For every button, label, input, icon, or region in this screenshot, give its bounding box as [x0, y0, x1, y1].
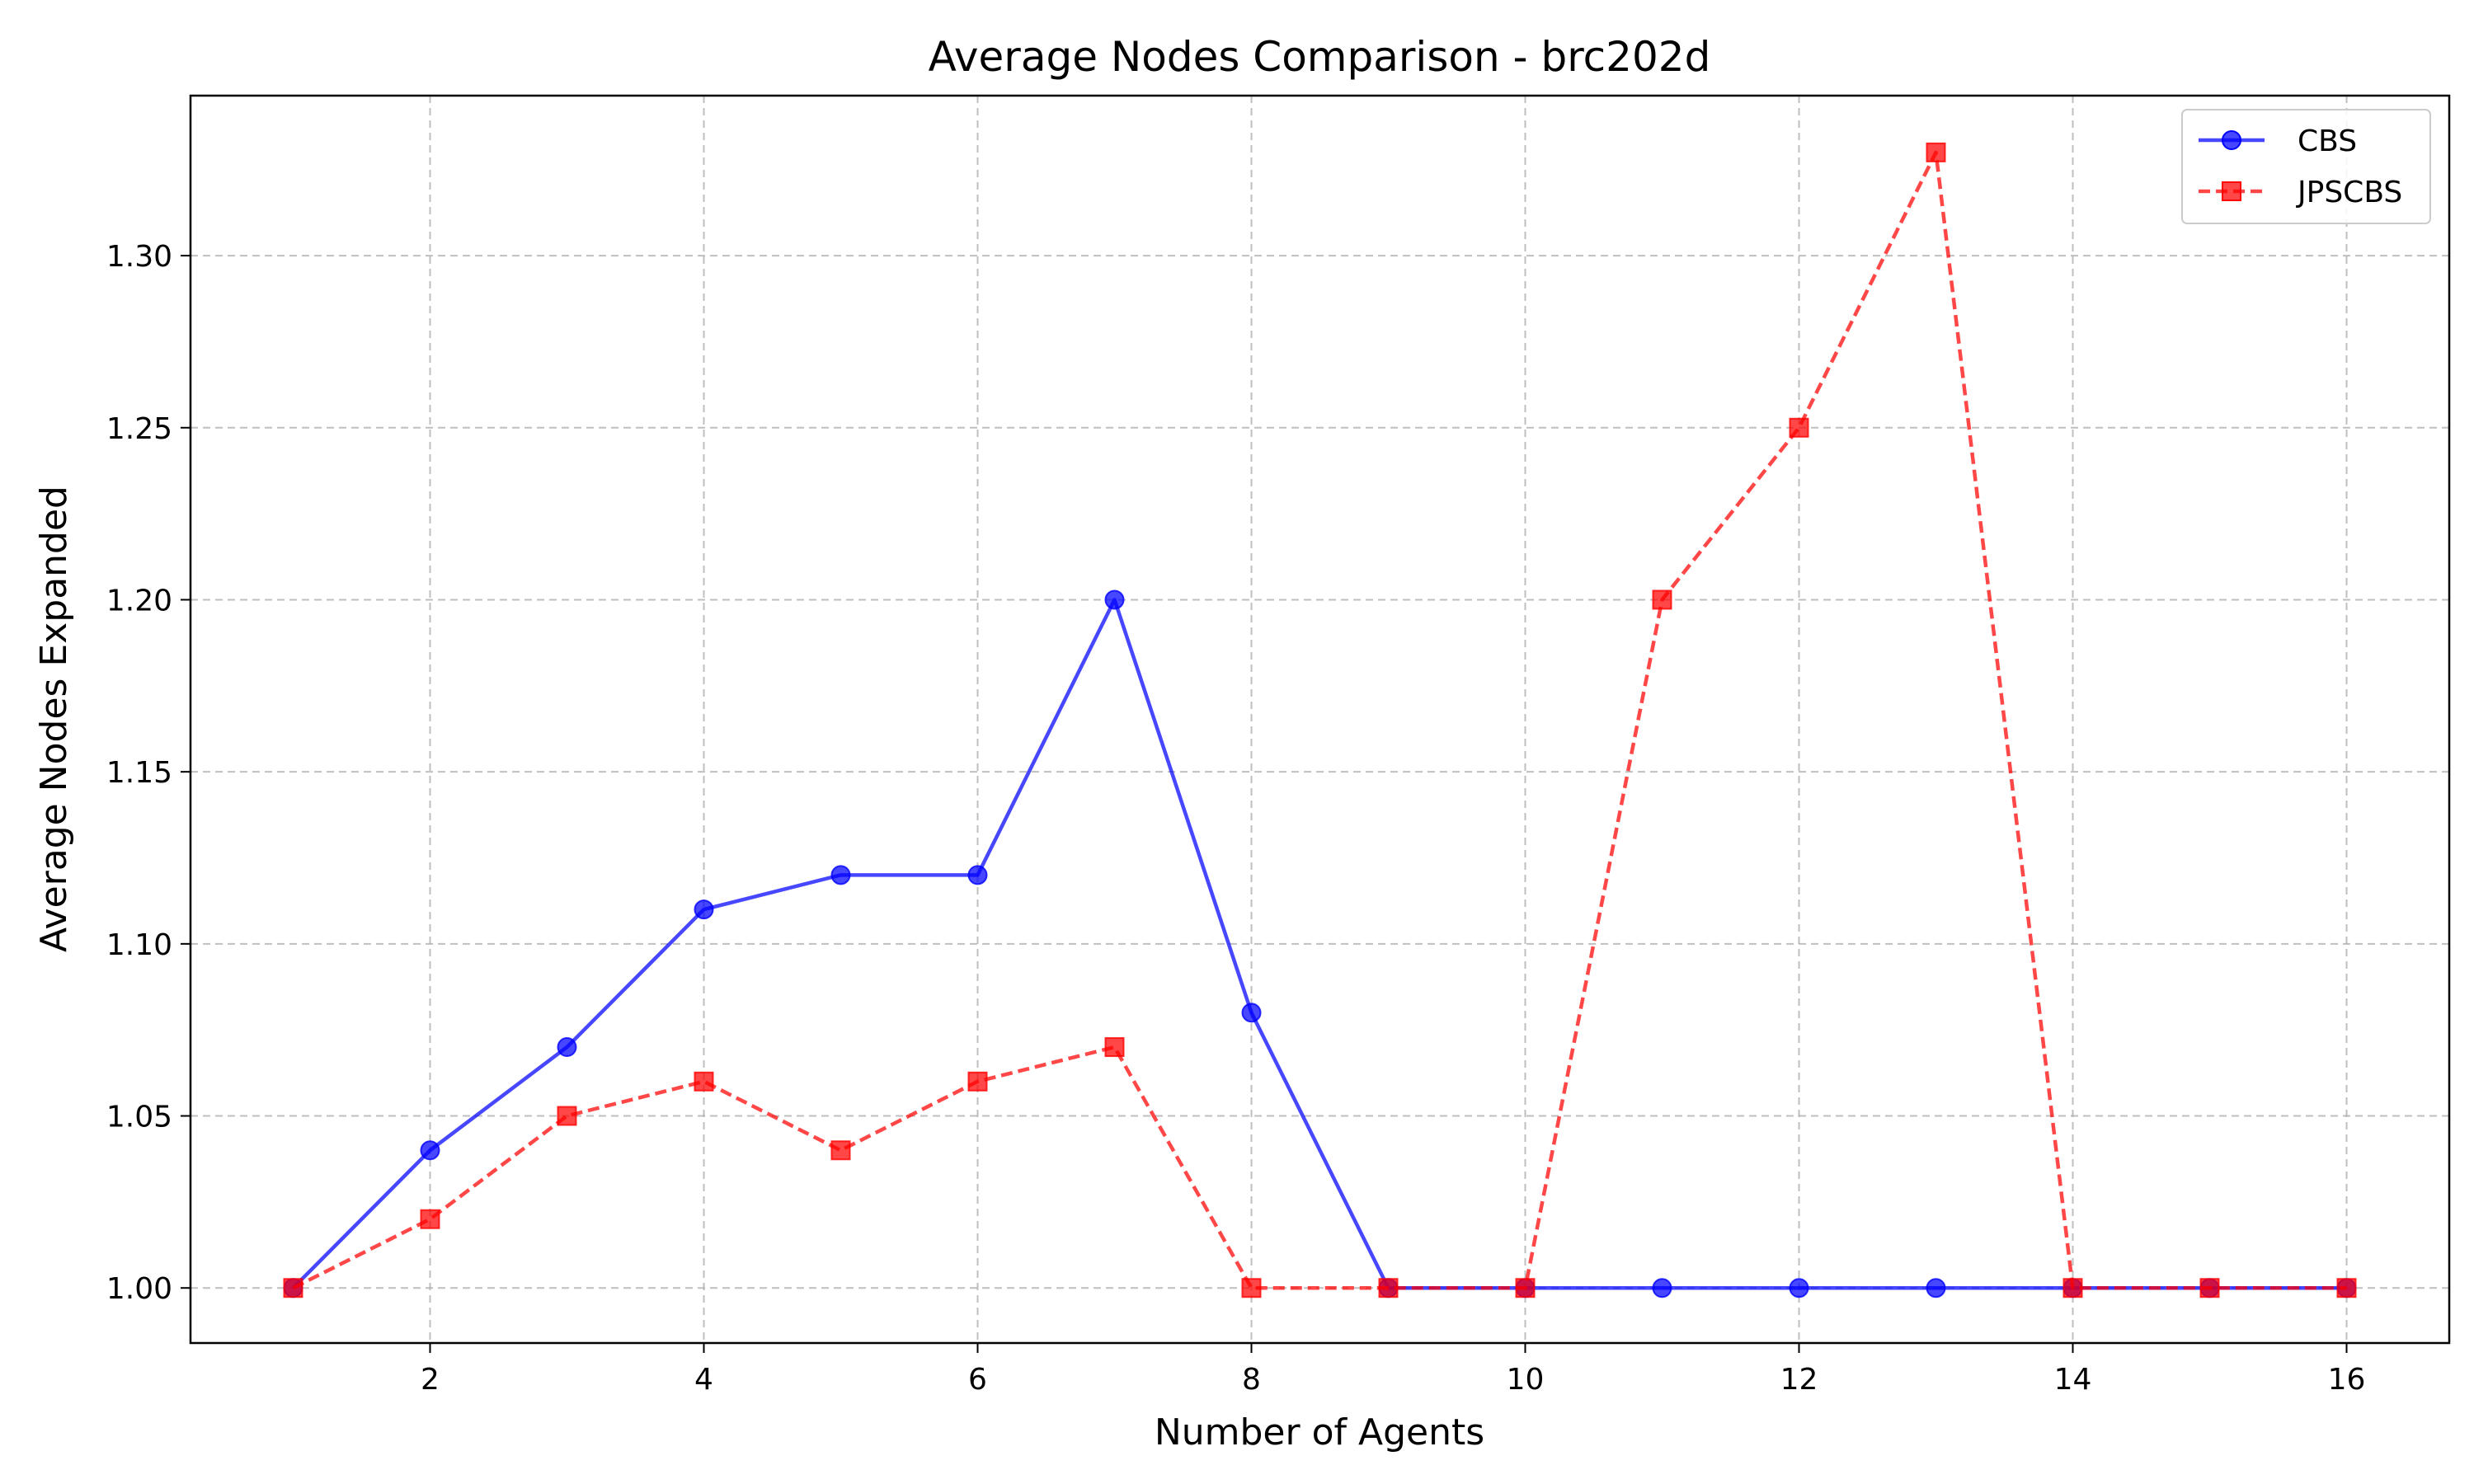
jpscbs-point [830, 1140, 851, 1161]
y-tick-label: 1.15 [106, 756, 172, 790]
cbs-point [1789, 1278, 1809, 1298]
y-tick-label: 1.00 [106, 1272, 172, 1306]
jpscbs-point [1926, 142, 1946, 162]
x-tick-label: 16 [2328, 1363, 2366, 1397]
legend: CBS JPSCBS [2181, 109, 2431, 224]
cbs-point [1926, 1278, 1946, 1298]
x-tick-label: 4 [694, 1363, 713, 1397]
x-tick-label: 10 [1507, 1363, 1545, 1397]
cbs-point [1241, 1003, 1262, 1023]
y-tick-label: 1.25 [106, 412, 172, 446]
jpscbs-point [2336, 1278, 2357, 1298]
jpscbs-line [292, 150, 2347, 1290]
jpscbs-point [1789, 417, 1809, 438]
jpscbs-point [694, 1071, 714, 1092]
jpscbs-point [283, 1278, 303, 1298]
x-tick-label: 8 [1242, 1363, 1261, 1397]
cbs-point [420, 1140, 440, 1161]
jpscbs-point [557, 1106, 577, 1126]
y-tick-label: 1.10 [106, 928, 172, 962]
cbs-point [830, 865, 851, 885]
legend-item-jpscbs: JPSCBS [2199, 176, 2402, 209]
jpscbs-series [283, 142, 2357, 1298]
x-tick-label: 12 [1780, 1363, 1818, 1397]
cbs-point [557, 1037, 577, 1058]
jpscbs-point [420, 1209, 440, 1229]
grid [190, 96, 2449, 1343]
legend-label-jpscbs: JPSCBS [2296, 176, 2402, 209]
jpscbs-point [1652, 589, 1672, 610]
cbs-point [1104, 589, 1125, 610]
legend-label-cbs: CBS [2298, 124, 2357, 158]
plot-frame [189, 94, 2451, 1345]
y-tick-label: 1.05 [106, 1101, 172, 1134]
legend-item-cbs: CBS [2199, 124, 2357, 158]
legend-marker-jpscbs [2222, 181, 2241, 201]
jpscbs-point [1378, 1278, 1399, 1298]
y-tick-label: 1.20 [106, 584, 172, 618]
jpscbs-point [2062, 1278, 2083, 1298]
jpscbs-point [1241, 1278, 1262, 1298]
x-tick-label: 14 [2054, 1363, 2092, 1397]
legend-marker-cbs [2222, 130, 2241, 150]
cbs-point [694, 899, 714, 920]
jpscbs-point [1515, 1278, 1536, 1298]
cbs-point [1652, 1278, 1672, 1298]
data-series [283, 142, 2357, 1298]
jpscbs-point [2199, 1278, 2220, 1298]
x-tick-label: 6 [968, 1363, 987, 1397]
legend-box [2181, 109, 2431, 224]
cbs-line [291, 598, 2347, 1290]
y-axis-label: Average Nodes Expanded [33, 486, 75, 952]
x-tick-label: 2 [421, 1363, 440, 1397]
jpscbs-point [967, 1071, 988, 1092]
chart-title: Average Nodes Comparison - brc202d [929, 33, 1711, 81]
jpscbs-point [1104, 1037, 1125, 1058]
y-tick-label: 1.30 [106, 240, 172, 274]
x-axis-label: Number of Agents [1155, 1411, 1484, 1453]
cbs-point [967, 865, 988, 885]
axis-ticks: 2 4 6 8 10 12 14 16 1.00 1.05 1.10 1.15 1.20 1.25 1.30 [106, 240, 2366, 1397]
